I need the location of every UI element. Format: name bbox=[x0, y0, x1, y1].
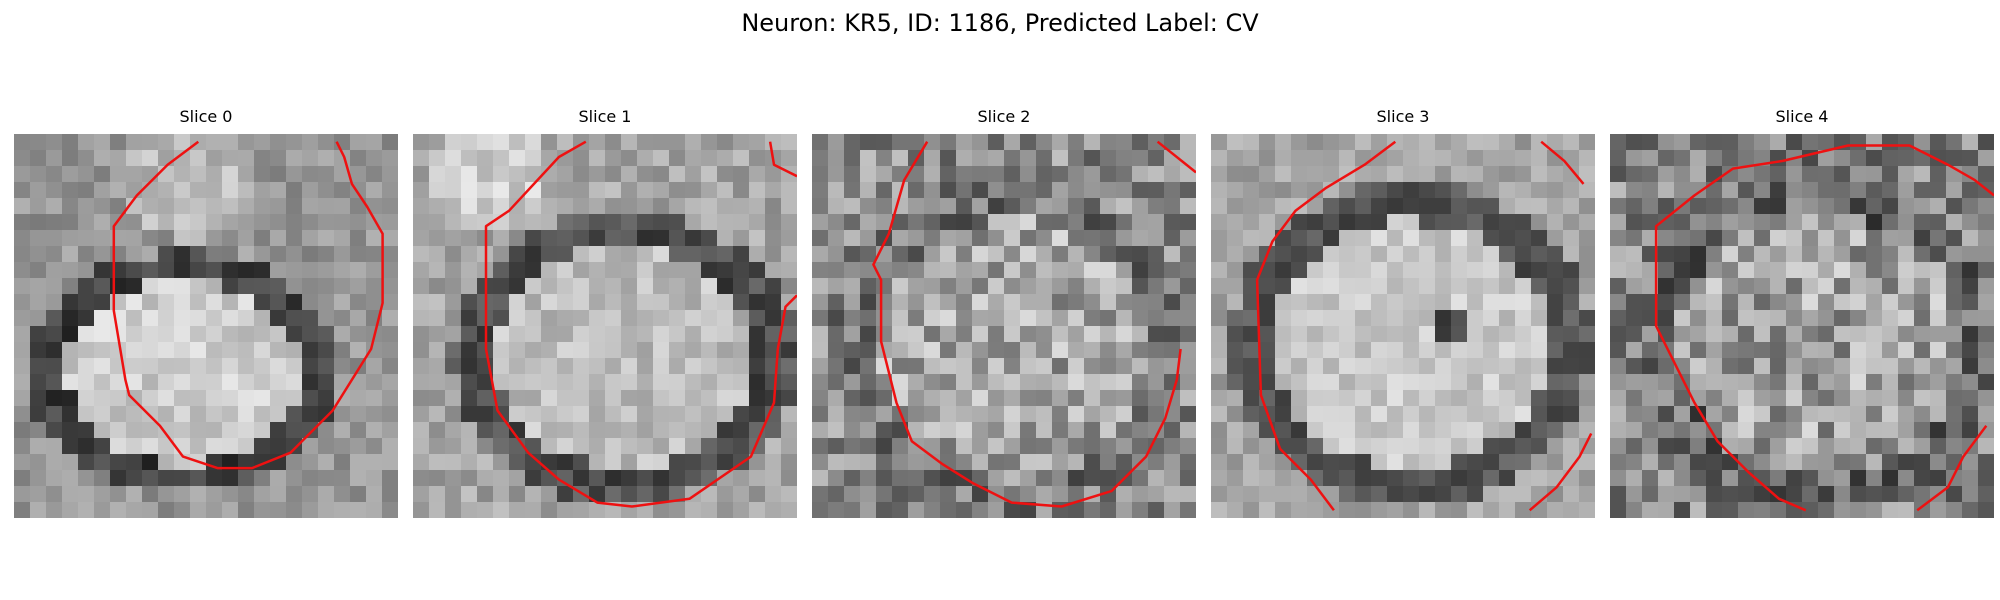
slice-pixels bbox=[1610, 134, 1994, 518]
slice-panel-0: Slice 0 bbox=[14, 106, 398, 518]
contour-line bbox=[872, 141, 1182, 508]
slice-image bbox=[413, 134, 797, 518]
figure-title: Neuron: KR5, ID: 1186, Predicted Label: … bbox=[741, 9, 1259, 37]
slice-title: Slice 0 bbox=[179, 107, 233, 126]
slice-image bbox=[812, 134, 1196, 518]
slice-image bbox=[14, 134, 398, 518]
contour-line bbox=[112, 140, 384, 470]
slice-image bbox=[1211, 134, 1595, 518]
slice-image bbox=[1610, 134, 1994, 518]
slice-panel-4: Slice 4 bbox=[1610, 106, 1994, 518]
slice-title: Slice 4 bbox=[1775, 107, 1829, 126]
slice-panel-1: Slice 1 bbox=[413, 106, 797, 518]
slice-title: Slice 3 bbox=[1376, 107, 1430, 126]
slice-pixels bbox=[1211, 134, 1595, 518]
contour-line bbox=[1528, 432, 1593, 512]
contour-line bbox=[484, 140, 797, 508]
contour-line bbox=[1654, 144, 1994, 512]
contour-line bbox=[768, 141, 797, 178]
slice-title: Slice 2 bbox=[977, 107, 1031, 126]
slice-panel-3: Slice 3 bbox=[1211, 106, 1595, 518]
contour-line bbox=[1916, 425, 1988, 512]
slice-panel-2: Slice 2 bbox=[812, 106, 1196, 518]
slice-pixels bbox=[812, 134, 1196, 518]
slice-title: Slice 1 bbox=[578, 107, 632, 126]
contour-line bbox=[1255, 140, 1397, 512]
contour-line bbox=[1540, 140, 1585, 185]
slice-pixels bbox=[14, 134, 398, 518]
slice-pixels bbox=[413, 134, 797, 518]
contour-line bbox=[1156, 140, 1196, 174]
